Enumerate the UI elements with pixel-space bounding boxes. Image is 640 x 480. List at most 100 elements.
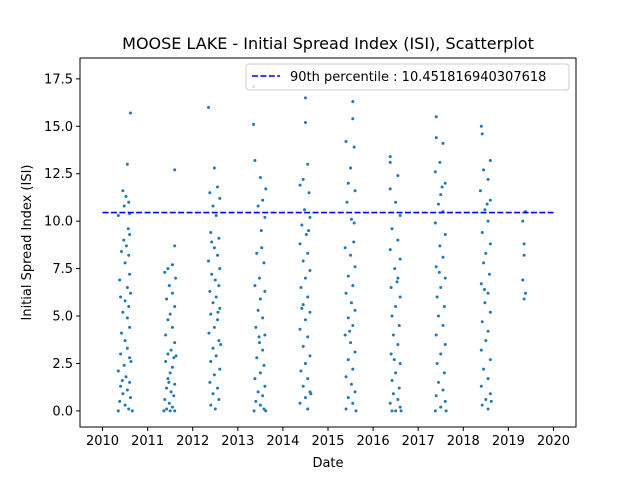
data-point <box>123 403 127 407</box>
legend: 90th percentile : 10.451816940307618 <box>245 63 570 91</box>
data-point <box>434 265 438 269</box>
data-point <box>306 335 310 339</box>
data-point <box>217 339 221 343</box>
data-point <box>522 253 526 257</box>
data-point <box>125 388 129 392</box>
data-point <box>257 341 261 345</box>
data-point <box>218 306 222 310</box>
data-point <box>398 361 402 365</box>
data-point <box>216 253 220 257</box>
data-point <box>308 215 312 219</box>
data-point <box>343 246 347 250</box>
data-point <box>122 363 126 367</box>
data-point <box>300 223 304 227</box>
data-point <box>256 390 260 394</box>
data-point <box>129 291 132 295</box>
data-point <box>301 177 305 181</box>
data-point <box>119 331 123 335</box>
x-tick-label: 2017 <box>402 434 435 449</box>
data-point <box>257 335 261 339</box>
data-point <box>216 310 220 314</box>
data-point <box>482 287 486 291</box>
data-point <box>254 325 258 329</box>
data-point <box>162 409 166 413</box>
data-point <box>253 158 257 162</box>
data-point <box>127 253 131 257</box>
data-point <box>128 380 132 384</box>
data-point <box>306 162 310 166</box>
data-point <box>174 354 178 358</box>
data-point <box>354 409 358 413</box>
data-point <box>306 251 310 255</box>
data-point <box>441 388 445 392</box>
data-point <box>346 396 350 400</box>
data-point <box>123 339 127 343</box>
data-point <box>398 257 402 261</box>
data-point <box>394 305 398 309</box>
data-point <box>217 236 221 240</box>
data-point <box>128 232 132 236</box>
data-point <box>483 208 487 212</box>
data-point <box>438 160 442 164</box>
data-point <box>443 399 447 403</box>
data-point <box>116 213 120 217</box>
data-point <box>303 396 307 400</box>
data-point <box>121 310 125 314</box>
data-point <box>168 312 172 316</box>
data-point <box>349 166 353 170</box>
data-point <box>344 139 348 143</box>
data-point <box>165 386 169 390</box>
data-point <box>173 409 177 413</box>
data-point <box>442 305 446 309</box>
data-point <box>307 229 311 233</box>
data-point <box>434 394 438 398</box>
data-point <box>125 316 129 320</box>
data-point <box>349 217 353 221</box>
data-point <box>436 314 440 318</box>
data-point <box>210 240 214 244</box>
data-point <box>170 263 174 267</box>
data-point <box>343 333 347 337</box>
data-point <box>480 231 484 235</box>
data-point <box>304 232 308 236</box>
data-point <box>168 371 172 375</box>
data-point <box>121 392 125 396</box>
data-point <box>174 276 178 280</box>
data-point <box>434 333 438 337</box>
data-point <box>256 204 260 208</box>
data-point <box>218 196 222 200</box>
data-point <box>170 291 174 295</box>
data-point <box>212 373 216 377</box>
data-point <box>258 176 262 180</box>
y-tick-label: 17.5 <box>44 72 73 87</box>
data-point <box>116 409 120 413</box>
data-point <box>168 409 172 413</box>
data-point <box>173 168 177 172</box>
data-point <box>479 348 483 352</box>
data-point <box>351 100 355 104</box>
data-point <box>353 189 357 193</box>
data-point <box>309 392 313 396</box>
data-point <box>300 306 304 310</box>
data-point <box>353 390 357 394</box>
legend-box <box>245 63 570 91</box>
data-point <box>212 325 216 329</box>
data-point <box>118 278 122 282</box>
data-point <box>394 409 398 413</box>
data-point <box>482 261 486 265</box>
data-point <box>488 358 492 362</box>
data-point <box>484 397 488 401</box>
data-point <box>344 375 348 379</box>
y-tick-label: 5.0 <box>52 310 73 325</box>
data-point <box>173 244 177 248</box>
data-point <box>389 352 393 356</box>
data-point <box>346 181 350 185</box>
data-point <box>210 272 214 276</box>
data-point <box>211 346 215 350</box>
data-point <box>441 324 445 327</box>
data-point <box>173 382 177 386</box>
data-point <box>522 242 526 246</box>
data-point <box>442 371 446 375</box>
data-point <box>124 244 128 248</box>
data-point <box>391 333 395 337</box>
